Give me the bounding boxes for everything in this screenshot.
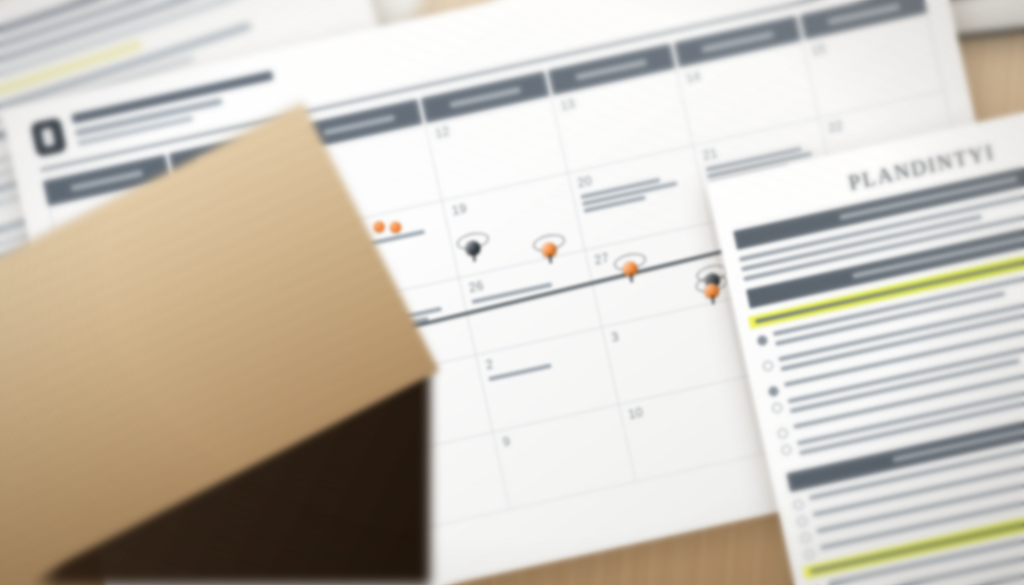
- checkbox-icon[interactable]: [796, 515, 809, 528]
- logo-badge-icon: [30, 117, 67, 157]
- pin-orange-3[interactable]: [612, 250, 648, 283]
- pin-black-1[interactable]: [455, 230, 491, 262]
- checkbox-icon[interactable]: [761, 360, 774, 372]
- checkbox-icon[interactable]: [767, 385, 780, 398]
- checkbox-icon[interactable]: [803, 548, 816, 561]
- checkbox-icon[interactable]: [771, 402, 784, 414]
- checkbox-icon[interactable]: [756, 334, 769, 347]
- pin-orange-2[interactable]: [531, 231, 567, 264]
- checkbox-icon[interactable]: [792, 498, 805, 511]
- checkbox-icon[interactable]: [776, 427, 789, 440]
- checkbox-icon[interactable]: [780, 444, 793, 456]
- checkbox-icon[interactable]: [799, 531, 812, 544]
- pin-orange-4[interactable]: [694, 272, 729, 305]
